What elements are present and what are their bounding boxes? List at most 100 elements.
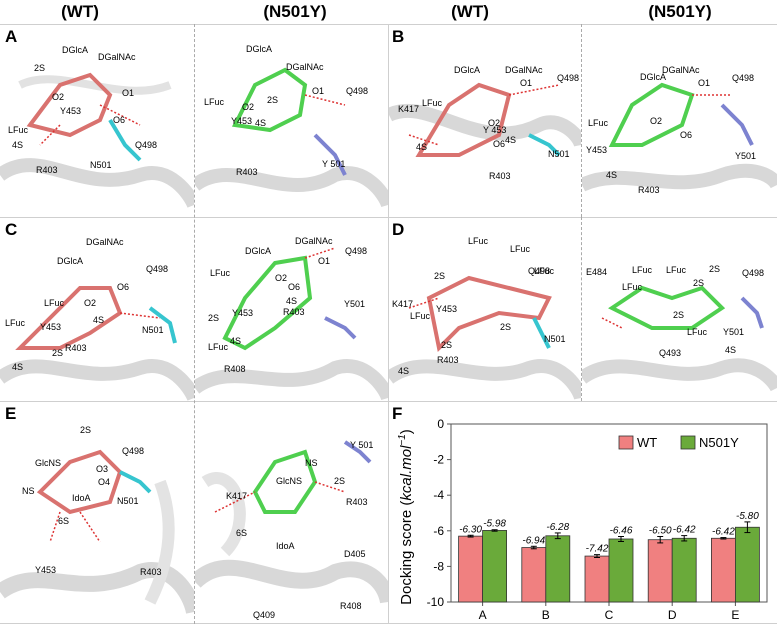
data-label: -5.98 (483, 519, 506, 530)
molecule-panel-e-n501y (195, 440, 388, 604)
molecule-label-d-wt-0: LFuc (468, 236, 489, 246)
molecule-label-e-mut-5: R403 (346, 497, 368, 507)
molecule-label-a-wt-4: O1 (122, 88, 135, 98)
molecule-label-a-mut-7: Y453 (231, 116, 253, 126)
x-tick-label: E (731, 608, 739, 622)
y-tick-label: -6 (433, 524, 444, 538)
molecule-label-d-mut-7: 2S (673, 310, 685, 320)
molecule-label-b-wt-10: 4S (505, 135, 517, 145)
bar-wt-c (584, 555, 610, 603)
molecule-label-d-mut-4: Q498 (742, 268, 765, 278)
molecule-label-c-wt-2: Q498 (146, 264, 169, 274)
molecule-label-c-wt-8: N501 (142, 325, 164, 335)
molecule-label-c-wt-3: LFuc (44, 298, 65, 308)
molecule-label-a-wt-11: N501 (90, 160, 112, 170)
molecule-panel-b-n501y (582, 82, 777, 192)
molecule-label-c-wt-11: R403 (65, 343, 87, 353)
panel-label-b: B (392, 27, 405, 46)
molecule-label-a-wt-8: Q498 (135, 140, 158, 150)
molecule-label-a-mut-6: Q498 (346, 86, 369, 96)
bar-wt-e (710, 537, 736, 603)
molecule-label-a-mut-4: 2S (267, 95, 279, 105)
molecule-label-c-mut-11: Y501 (344, 299, 366, 309)
molecule-label-c-mut-14: R408 (224, 364, 246, 374)
molecule-label-b-wt-11: N501 (548, 149, 570, 159)
molecule-label-e-mut-7: IdoA (276, 541, 295, 551)
panel-label-d: D (392, 220, 405, 239)
x-tick-label: B (542, 608, 550, 622)
molecule-label-e-wt-1: GlcNS (35, 458, 62, 468)
molecule-label-e-mut-4: K417 (226, 491, 248, 501)
molecule-label-e-mut-9: Q409 (253, 610, 276, 620)
molecule-label-b-wt-12: R403 (489, 171, 511, 181)
molecule-label-d-wt-5: K417 (392, 299, 414, 309)
data-label: -6.94 (522, 535, 545, 546)
molecule-label-d-wt-7: LFuc (410, 311, 431, 321)
molecule-label-b-mut-7: O6 (680, 130, 693, 140)
molecule-label-a-mut-3: O2 (242, 102, 255, 112)
molecule-label-d-mut-1: LFuc (622, 282, 643, 292)
molecule-label-c-wt-5: O6 (117, 282, 130, 292)
y-axis-label-part: −1 (397, 434, 408, 445)
molecule-label-a-wt-3: O2 (52, 92, 65, 102)
molecule-label-a-mut-10: Y 501 (322, 159, 346, 169)
molecule-label-b-wt-3: Q498 (557, 73, 580, 83)
x-tick-label: A (479, 608, 487, 622)
molecule-label-d-mut-0: E484 (586, 267, 608, 277)
molecule-label-a-mut-8: 4S (255, 118, 267, 128)
molecule-label-a-wt-9: 4S (12, 140, 24, 150)
column-divider-dashed-right-2 (581, 217, 582, 401)
molecule-label-d-wt-6: Y453 (436, 304, 458, 314)
molecule-label-c-mut-3: O1 (318, 256, 331, 266)
molecule-panel-a-wt (0, 72, 194, 209)
legend-swatch-wt (618, 435, 634, 450)
molecule-label-b-mut-4: LFuc (588, 118, 609, 128)
y-tick-label: -2 (433, 453, 444, 467)
molecule-label-a-mut-9: R403 (236, 167, 258, 177)
molecule-label-d-mut-3: 2S (709, 264, 721, 274)
molecule-label-b-mut-6: Y453 (586, 145, 608, 155)
legend-label-wt: WT (637, 435, 657, 450)
molecule-label-d-wt-9: 2S (441, 340, 453, 350)
molecule-label-c-mut-0: DGlcA (245, 246, 272, 256)
molecule-label-c-mut-12: LFuc (208, 342, 229, 352)
molecule-label-c-wt-10: 2S (52, 348, 64, 358)
molecule-label-e-wt-9: Y453 (35, 565, 57, 575)
bar-wt-a (458, 535, 483, 603)
molecule-label-d-wt-3: Q498 (528, 266, 551, 276)
y-axis-label-part: kcal.mol (398, 445, 415, 501)
molecule-label-d-wt-2: LFuc (534, 266, 555, 276)
header-wt-left: (WT) (61, 2, 99, 21)
molecule-label-c-mut-7: 4S (286, 296, 298, 306)
molecule-label-d-mut-5: LFuc (666, 265, 687, 275)
y-tick-label: -10 (427, 595, 445, 609)
molecule-label-c-mut-8: 2S (208, 313, 220, 323)
molecule-label-c-wt-12: 4S (12, 362, 24, 372)
molecule-label-e-wt-5: O4 (98, 477, 111, 487)
molecule-label-b-mut-10: R403 (638, 185, 660, 195)
molecule-label-a-wt-2: 2S (34, 63, 46, 73)
molecule-label-c-mut-4: LFuc (210, 268, 231, 278)
molecule-label-d-mut-6: 2S (693, 278, 705, 288)
molecule-label-e-mut-3: 2S (334, 476, 346, 486)
molecule-label-d-wt-10: 4S (398, 366, 410, 376)
data-label: -6.28 (546, 522, 569, 533)
data-label: -6.42 (673, 525, 696, 536)
molecule-label-b-wt-9: 4S (416, 142, 428, 152)
molecule-label-c-wt-1: DGalNAc (86, 237, 124, 247)
molecule-label-b-wt-4: K417 (398, 104, 420, 114)
bar-n501y-e (734, 526, 760, 603)
molecule-label-e-wt-10: R403 (140, 567, 162, 577)
molecule-label-a-wt-10: R403 (36, 165, 58, 175)
y-tick-label: 0 (437, 417, 444, 431)
molecule-label-b-mut-5: O2 (650, 116, 663, 126)
molecule-panel-e-wt (0, 449, 194, 615)
molecule-label-e-wt-2: Q498 (122, 446, 145, 456)
data-label: -6.30 (459, 524, 482, 535)
molecule-label-c-mut-13: 4S (230, 336, 242, 346)
molecule-label-a-mut-5: O1 (312, 86, 325, 96)
molecule-label-b-mut-8: Y501 (735, 151, 757, 161)
molecule-label-b-wt-1: DGalNAc (505, 65, 543, 75)
header-wt-right: (WT) (451, 2, 489, 21)
molecule-label-a-wt-6: Y453 (60, 106, 82, 116)
